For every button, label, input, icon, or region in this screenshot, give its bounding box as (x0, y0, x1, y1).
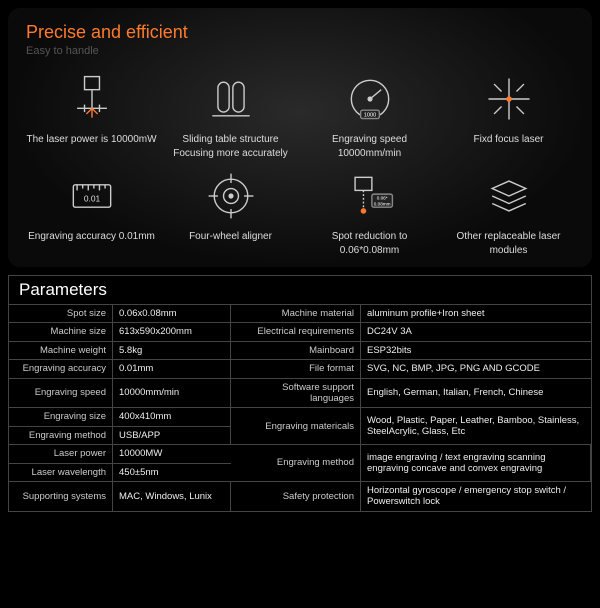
aligner-icon (203, 168, 259, 224)
feature-item: Other replaceable laser modules (443, 168, 574, 257)
svg-text:0.06*: 0.06* (376, 196, 387, 201)
feature-caption: Spot reduction to 0.06*0.08mm (304, 230, 435, 257)
param-value: 613x590x200mm (113, 323, 231, 341)
param-value: 10000mm/min (113, 379, 231, 409)
param-value: 0.06x0.08mm (113, 305, 231, 323)
param-label: File format (231, 360, 361, 378)
param-value: 10000MW (113, 445, 231, 463)
param-label: Engraving speed (9, 379, 113, 409)
feature-caption: Sliding table structure Focusing more ac… (165, 133, 296, 160)
param-value: MAC, Windows, Lunix (113, 482, 231, 512)
param-label: Mainboard (231, 342, 361, 360)
feature-caption: Other replaceable laser modules (443, 230, 574, 257)
feature-caption: Engraving speed 10000mm/min (304, 133, 435, 160)
param-label: Engraving method (9, 427, 113, 445)
param-label: Engraving method (231, 445, 361, 482)
focus-cross-icon (481, 71, 537, 127)
param-label: Engraving matericals (231, 408, 361, 445)
param-label: Engraving size (9, 408, 113, 426)
param-value: English, German, Italian, French, Chines… (361, 379, 591, 409)
feature-caption: Engraving accuracy 0.01mm (28, 230, 155, 244)
param-value: image engraving / text engraving scannin… (361, 445, 591, 482)
laser-icon (64, 71, 120, 127)
layers-icon (481, 168, 537, 224)
feature-item: Four-wheel aligner (165, 168, 296, 257)
param-label: Spot size (9, 305, 113, 323)
param-value: SVG, NC, BMP, JPG, PNG AND GCODE (361, 360, 591, 378)
hero-subtitle: Easy to handle (26, 45, 574, 57)
feature-caption: Four-wheel aligner (189, 230, 272, 244)
param-label: Supporting systems (9, 482, 113, 512)
param-label: Electrical requirements (231, 323, 361, 341)
feature-item: Fixd focus laser (443, 71, 574, 160)
feature-grid: The laser power is 10000mW Sliding table … (26, 71, 574, 257)
param-label: Software support languages (231, 379, 361, 409)
svg-text:0.01: 0.01 (83, 194, 100, 204)
gauge-icon: 1000 (342, 71, 398, 127)
param-value: 400x410mm (113, 408, 231, 426)
param-label: Engraving accuracy (9, 360, 113, 378)
svg-text:0.08mm: 0.08mm (373, 201, 390, 206)
accuracy-icon: 0.01 (64, 168, 120, 224)
param-value: Wood, Plastic, Paper, Leather, Bamboo, S… (361, 408, 591, 445)
feature-caption: Fixd focus laser (473, 133, 543, 147)
param-label: Safety protection (231, 482, 361, 512)
param-value: 450±5nm (113, 464, 231, 482)
param-value: DC24V 3A (361, 323, 591, 341)
sliding-table-icon (203, 71, 259, 127)
hero-title: Precise and efficient (26, 22, 574, 43)
feature-item: 1000 Engraving speed 10000mm/min (304, 71, 435, 160)
svg-text:1000: 1000 (363, 113, 375, 119)
param-value: 5.8kg (113, 342, 231, 360)
feature-item: 0.06*0.08mm Spot reduction to 0.06*0.08mm (304, 168, 435, 257)
feature-caption: The laser power is 10000mW (26, 133, 156, 147)
parameters-section: Parameters Spot size0.06x0.08mmMachine m… (8, 275, 592, 512)
param-label: Machine material (231, 305, 361, 323)
param-value: 0.01mm (113, 360, 231, 378)
hero-panel: Precise and efficient Easy to handle The… (8, 8, 592, 267)
parameters-table: Spot size0.06x0.08mmMachine materialalum… (8, 304, 592, 512)
feature-item: Sliding table structure Focusing more ac… (165, 71, 296, 160)
param-value: Horizontal gyroscope / emergency stop sw… (361, 482, 591, 512)
param-value: aluminum profile+Iron sheet (361, 305, 591, 323)
spot-icon: 0.06*0.08mm (342, 168, 398, 224)
feature-item: The laser power is 10000mW (26, 71, 157, 160)
param-label: Machine weight (9, 342, 113, 360)
param-label: Laser wavelength (9, 464, 113, 482)
param-value: ESP32bits (361, 342, 591, 360)
param-value: USB/APP (113, 427, 231, 445)
feature-item: 0.01 Engraving accuracy 0.01mm (26, 168, 157, 257)
param-label: Machine size (9, 323, 113, 341)
param-label: Laser power (9, 445, 113, 463)
parameters-title: Parameters (8, 275, 592, 304)
